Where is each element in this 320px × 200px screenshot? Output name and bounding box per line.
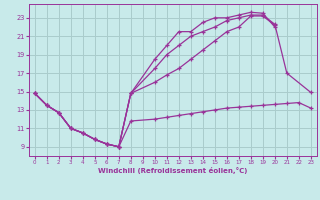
X-axis label: Windchill (Refroidissement éolien,°C): Windchill (Refroidissement éolien,°C) (98, 167, 247, 174)
